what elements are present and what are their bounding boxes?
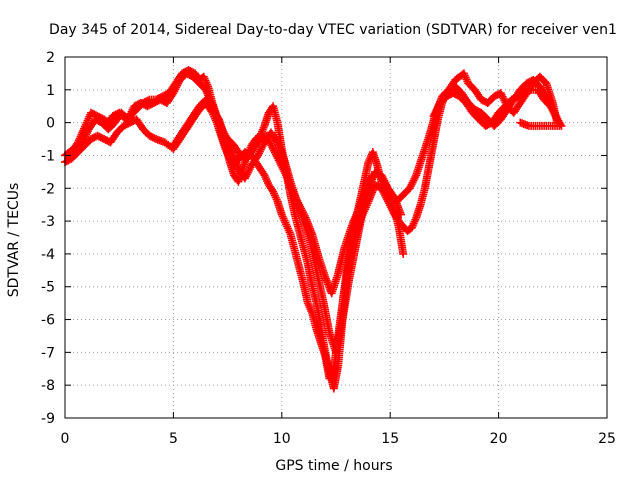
y-tick-label: 1 bbox=[46, 83, 55, 99]
x-tick-label: 25 bbox=[598, 431, 616, 447]
series-4 bbox=[71, 69, 406, 357]
y-tick-label: -8 bbox=[41, 378, 55, 394]
data-point bbox=[399, 249, 408, 258]
x-tick-label: 5 bbox=[169, 431, 178, 447]
y-axis-label: SDTVAR / TECUs bbox=[6, 183, 22, 298]
y-tick-label: 0 bbox=[46, 116, 55, 132]
chart-title: Day 345 of 2014, Sidereal Day-to-day VTE… bbox=[49, 22, 617, 38]
y-tick-label: -1 bbox=[41, 148, 55, 164]
series-3 bbox=[169, 75, 564, 298]
plot-frame bbox=[64, 56, 608, 419]
x-tick-label: 0 bbox=[61, 431, 70, 447]
y-tick-label: 2 bbox=[46, 50, 55, 66]
y-tick-label: -7 bbox=[41, 345, 55, 361]
x-tick-label: 20 bbox=[490, 431, 508, 447]
y-tick-label: -2 bbox=[41, 181, 55, 197]
data-point bbox=[525, 86, 534, 95]
x-tick-label: 10 bbox=[273, 431, 291, 447]
x-axis-label: GPS time / hours bbox=[275, 458, 392, 474]
data-point bbox=[397, 210, 406, 219]
data-point bbox=[555, 118, 564, 127]
ticks: 0 5 10 15 20 25 -9 -8 -7 -6 -5 -4 -3 -2 -1 0 1 2 bbox=[41, 50, 616, 447]
y-tick-label: -4 bbox=[41, 247, 55, 263]
marks bbox=[61, 66, 566, 393]
y-tick-label: -6 bbox=[41, 313, 55, 329]
x-tick-label: 15 bbox=[381, 431, 399, 447]
y-tick-label: -5 bbox=[41, 280, 55, 296]
y-tick-label: -9 bbox=[41, 411, 55, 427]
data-point bbox=[516, 118, 525, 127]
y-tick-label: -3 bbox=[41, 214, 55, 230]
